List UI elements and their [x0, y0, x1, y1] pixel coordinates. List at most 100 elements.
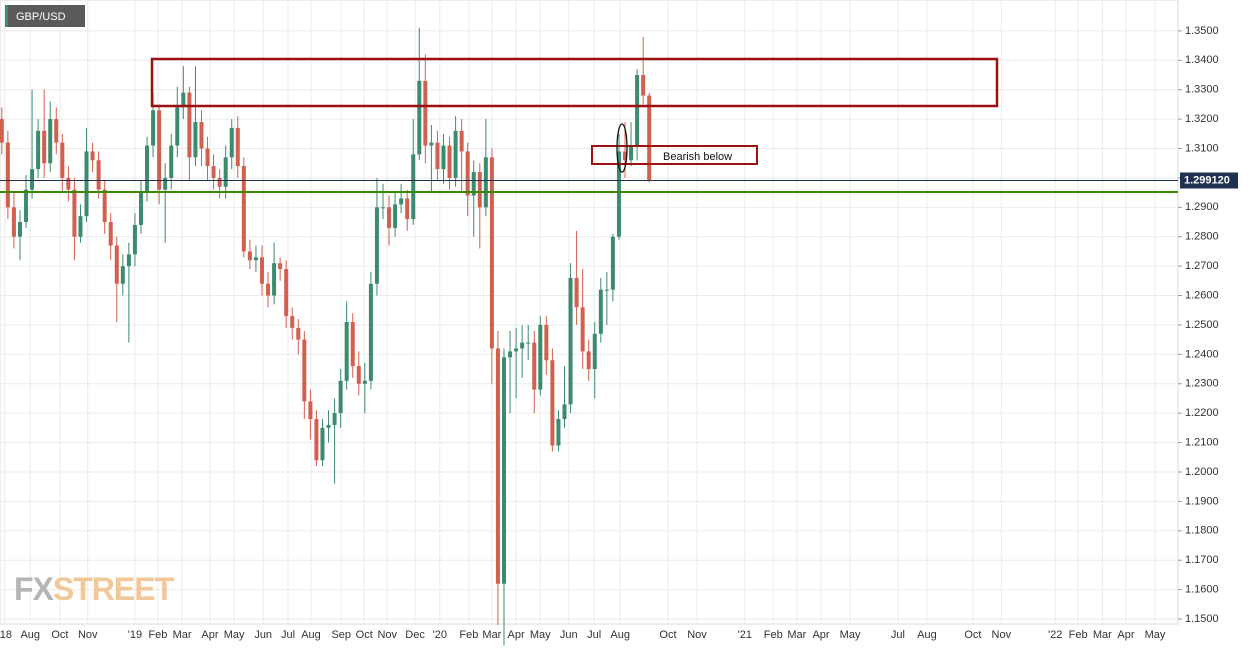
plot-area — [0, 0, 1179, 625]
candle-body — [441, 145, 446, 170]
candle-body — [290, 316, 295, 328]
y-tick-label: 1.2400 — [1185, 348, 1219, 360]
x-tick-label: May — [530, 629, 551, 641]
x-tick-label: Jul — [587, 629, 601, 641]
x-tick-label: Feb — [1069, 629, 1088, 641]
candle-body — [326, 424, 331, 428]
candle-body — [380, 207, 385, 209]
x-tick-label: Apr — [812, 629, 829, 641]
candle-body — [108, 222, 113, 246]
candle-body — [350, 321, 355, 367]
candle-body — [114, 245, 119, 284]
candle-body — [387, 207, 392, 228]
candle-body — [284, 269, 289, 317]
candle-body — [508, 351, 513, 358]
candle-body — [96, 160, 101, 190]
x-tick-label: Oct — [964, 629, 981, 641]
x-tick-label: Aug — [917, 629, 937, 641]
candle-body — [447, 145, 452, 178]
candle-body — [616, 151, 621, 237]
candle-body — [132, 224, 137, 255]
symbol-box — [5, 5, 85, 27]
candle-body — [393, 204, 398, 228]
y-tick-label: 1.2800 — [1185, 231, 1219, 243]
candle-body — [54, 119, 59, 143]
x-tick-label: May — [224, 629, 245, 641]
candle-body — [423, 80, 428, 146]
candle-body — [78, 216, 83, 237]
y-tick-label: 1.3400 — [1185, 54, 1219, 66]
candle-body — [526, 342, 531, 344]
candle-body — [157, 110, 162, 190]
candle-body — [417, 80, 422, 155]
candle-body — [471, 172, 476, 196]
watermark-street: STREET — [53, 571, 175, 607]
candle-body — [429, 142, 434, 146]
candle-body — [338, 380, 343, 414]
x-tick-label: Aug — [301, 629, 321, 641]
y-tick-label: 1.2300 — [1185, 378, 1219, 390]
candle-body — [48, 119, 53, 164]
y-tick-label: 1.1800 — [1185, 525, 1219, 537]
candle-body — [501, 357, 506, 584]
candle-body — [459, 130, 464, 152]
x-tick-label: Mar — [482, 629, 501, 641]
candle-body — [520, 342, 525, 349]
symbol-accent — [5, 5, 8, 27]
x-tick-label: Oct — [51, 629, 68, 641]
candle-body — [247, 251, 252, 261]
y-tick-label: 1.1600 — [1185, 584, 1219, 596]
candle-body — [374, 207, 379, 284]
y-tick-label: 1.1500 — [1185, 613, 1219, 625]
candle-body — [181, 92, 186, 108]
symbol: GBP/USD — [16, 11, 66, 23]
candle-body — [477, 172, 482, 208]
candle-body — [169, 145, 174, 178]
candle-body — [266, 283, 271, 296]
y-tick-label: 1.2000 — [1185, 466, 1219, 478]
y-tick-label: 1.1900 — [1185, 495, 1219, 507]
x-tick-label: Jun — [254, 629, 272, 641]
y-tick-label: 1.2600 — [1185, 289, 1219, 301]
candle-body — [30, 169, 35, 190]
candle-body — [199, 122, 204, 149]
candle-body — [344, 321, 349, 381]
x-tick-label: Aug — [20, 629, 40, 641]
candle-body — [138, 192, 143, 225]
x-tick-label: May — [840, 629, 861, 641]
x-tick-label: Nov — [377, 629, 397, 641]
candle-body — [532, 342, 537, 390]
candle-body — [235, 127, 240, 167]
candle-body — [36, 130, 41, 170]
x-tick-label: Aug — [610, 629, 630, 641]
candle-body — [435, 142, 440, 170]
candle-body — [253, 257, 258, 261]
candle-body — [556, 419, 561, 446]
x-tick-label: Feb — [459, 629, 478, 641]
candle-body — [60, 142, 65, 178]
candle-body — [90, 151, 95, 161]
x-tick-label: '18 — [0, 629, 12, 641]
x-tick-label: Oct — [356, 629, 373, 641]
candle-body — [205, 148, 210, 167]
candle-body — [362, 380, 367, 384]
x-tick-label: Nov — [78, 629, 98, 641]
candle-body — [229, 127, 234, 158]
candle-body — [302, 339, 307, 402]
candle-body — [495, 348, 500, 584]
candle-body — [259, 257, 264, 284]
y-tick-label: 1.2700 — [1185, 260, 1219, 272]
highlight-ellipse — [616, 123, 628, 173]
candle-body — [5, 142, 10, 208]
candle-body — [465, 151, 470, 196]
candle-body — [544, 324, 549, 361]
y-tick-label: 1.3100 — [1185, 142, 1219, 154]
candle-body — [241, 166, 246, 252]
candle-body — [610, 236, 615, 290]
candle-body — [368, 283, 373, 381]
candle-body — [562, 404, 567, 420]
candle-body — [647, 95, 652, 181]
candle-body — [187, 92, 192, 158]
x-tick-label: May — [1145, 629, 1166, 641]
